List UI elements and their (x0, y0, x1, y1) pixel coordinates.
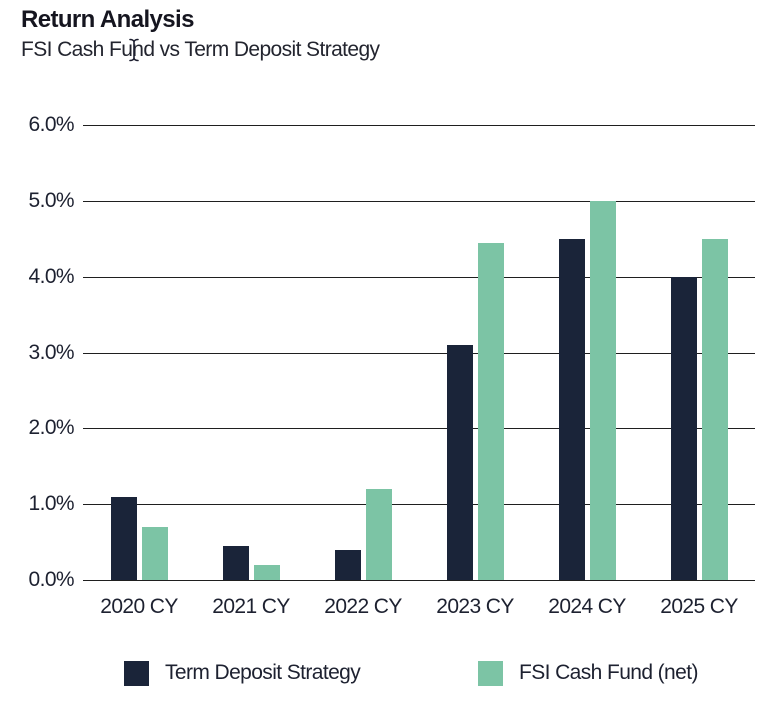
fsi-cash-fund-swatch-icon (478, 660, 503, 686)
bar-group-2020 (83, 125, 195, 580)
chart-title: Return Analysis (21, 6, 194, 33)
y-axis-tick-label: 6.0% (28, 113, 75, 136)
gridline-1.0% (83, 504, 755, 506)
y-axis-tick-label: 4.0% (28, 264, 75, 288)
x-axis-tick-label: 2021 CY (212, 595, 290, 618)
plot-area (83, 125, 755, 581)
bar-fsi-cash-fund-net-2020 (141, 526, 168, 580)
y-axis-tick-label: 5.0% (28, 188, 75, 212)
x-axis: 2020 CY 2021 CY 2022 CY 2023 CY 2024 CY 2025 … (83, 595, 755, 619)
x-axis-tick-label: 2022 CY (324, 595, 402, 618)
bar-fsi-cash-fund-net-2025 (701, 238, 728, 580)
legend-item-fsi-cash-fund: FSI Cash Fund (net) (478, 660, 698, 686)
gridline-2.0% (83, 428, 755, 430)
bar-term-deposit-strategy-2024 (558, 238, 585, 580)
gridline-5.0% (83, 200, 755, 202)
y-axis-tick-label: 1.0% (28, 492, 75, 516)
bar-group-2024 (531, 125, 643, 580)
bar-term-deposit-strategy-2023 (446, 344, 473, 580)
gridline-0.0% (83, 580, 755, 581)
y-axis-tick-label: 2.0% (28, 416, 75, 440)
legend-item-term-deposit: Term Deposit Strategy (124, 660, 361, 686)
x-axis-tick-label: 2024 CY (548, 595, 626, 618)
chart-subtitle: FSI Cash Fund vs Term Deposit Strategy (21, 38, 380, 61)
legend: Term Deposit Strategy FSI Cash Fund (net… (0, 660, 780, 688)
bar-group-2021 (195, 125, 307, 580)
gridline-4.0% (83, 276, 755, 278)
y-axis-tick-label: 3.0% (28, 340, 75, 364)
x-axis-tick-label: 2025 CY (660, 595, 738, 618)
x-axis-tick-label: 2020 CY (100, 595, 178, 618)
bar-group-2025 (643, 125, 755, 580)
bar-group-2022 (307, 125, 419, 580)
x-axis-tick-label: 2023 CY (436, 595, 514, 618)
bar-fsi-cash-fund-net-2023 (477, 242, 504, 580)
gridline-3.0% (83, 352, 755, 354)
bar-fsi-cash-fund-net-2021 (253, 564, 280, 580)
bar-fsi-cash-fund-net-2022 (365, 489, 392, 580)
bar-term-deposit-strategy-2022 (334, 549, 361, 580)
y-axis-tick-label: 0.0% (28, 568, 75, 591)
gridline-6.0% (83, 125, 755, 126)
legend-label-term-deposit: Term Deposit Strategy (165, 661, 361, 684)
bar-term-deposit-strategy-2025 (670, 276, 697, 580)
term-deposit-swatch-icon (124, 660, 149, 686)
bar-term-deposit-strategy-2020 (110, 496, 137, 580)
bar-term-deposit-strategy-2021 (222, 545, 249, 580)
bar-group-2023 (419, 125, 531, 580)
legend-label-fsi-cash-fund: FSI Cash Fund (net) (519, 661, 698, 684)
bar-fsi-cash-fund-net-2024 (589, 200, 616, 580)
bar-groups (83, 125, 755, 580)
